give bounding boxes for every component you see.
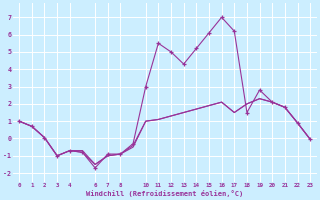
X-axis label: Windchill (Refroidissement éolien,°C): Windchill (Refroidissement éolien,°C) — [86, 190, 243, 197]
